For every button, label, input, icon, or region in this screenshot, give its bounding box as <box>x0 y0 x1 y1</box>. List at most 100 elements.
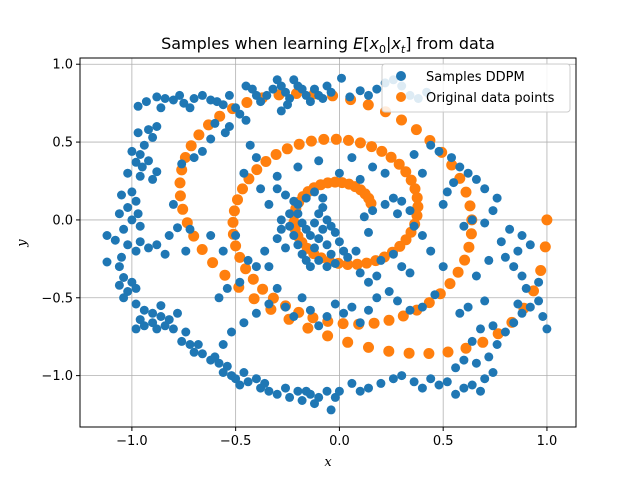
sample-point <box>538 312 548 321</box>
sample-point <box>364 277 373 287</box>
sample-point <box>355 174 365 184</box>
sample-point <box>168 199 178 209</box>
sample-point <box>135 171 145 181</box>
sample-point <box>262 90 272 100</box>
sample-point <box>260 378 270 388</box>
sample-point <box>525 302 535 312</box>
sample-point <box>133 101 143 111</box>
data-point <box>193 129 205 141</box>
sample-point <box>542 324 552 334</box>
sample-point <box>235 380 245 390</box>
data-point <box>459 254 471 266</box>
data-point <box>228 205 240 217</box>
sample-point <box>218 246 228 256</box>
sample-point <box>480 296 490 306</box>
sample-point <box>114 280 124 290</box>
data-point <box>405 174 417 186</box>
sample-point <box>173 308 182 318</box>
sample-point <box>476 386 485 396</box>
sample-point <box>281 302 290 312</box>
legend-box <box>381 63 571 113</box>
sample-point <box>251 374 261 384</box>
sample-point <box>417 383 427 393</box>
data-point <box>234 251 246 263</box>
data-point <box>492 328 504 340</box>
data-point <box>247 273 259 285</box>
sample-point <box>197 349 207 359</box>
y-tick-label: −1.0 <box>41 369 73 384</box>
sample-point <box>114 209 124 219</box>
sample-point <box>181 246 191 256</box>
x-tick-label: −0.5 <box>220 434 252 449</box>
data-point <box>260 156 272 167</box>
sample-point <box>175 90 185 100</box>
sample-point <box>272 283 282 293</box>
sample-point <box>206 134 216 144</box>
sample-point <box>264 199 274 209</box>
sample-point <box>297 396 307 405</box>
data-point <box>385 151 397 163</box>
sample-point <box>517 231 527 240</box>
sample-point <box>264 386 274 396</box>
sample-point <box>364 90 373 100</box>
sample-point <box>505 224 515 234</box>
series-samples-ddpm <box>102 73 552 415</box>
sample-point <box>168 324 178 334</box>
sample-point <box>152 240 162 250</box>
sample-point <box>405 206 415 216</box>
sample-point <box>114 262 124 272</box>
sample-point <box>534 277 544 287</box>
sample-point <box>297 293 307 303</box>
sample-point <box>372 271 382 281</box>
sample-point <box>224 90 234 100</box>
sample-point <box>152 122 162 131</box>
sample-point <box>281 243 290 253</box>
data-point <box>248 293 260 305</box>
data-point <box>270 149 282 160</box>
sample-point <box>189 153 199 163</box>
sample-point <box>197 146 207 156</box>
sample-point <box>343 252 353 262</box>
sample-point <box>459 355 469 365</box>
data-point <box>397 310 409 322</box>
data-point <box>423 297 435 309</box>
data-point <box>409 183 421 195</box>
data-point <box>541 214 553 226</box>
sample-point <box>168 95 178 105</box>
sample-point <box>293 162 303 172</box>
sample-point <box>318 224 328 234</box>
sample-point <box>393 296 402 306</box>
data-point <box>302 322 314 334</box>
sample-point <box>330 259 340 268</box>
sample-point <box>222 283 232 293</box>
sample-point <box>471 358 481 368</box>
sample-point <box>364 227 373 237</box>
sample-point <box>345 92 355 102</box>
sample-point <box>152 324 162 334</box>
sample-point <box>430 290 440 300</box>
sample-point <box>210 118 220 128</box>
sample-point <box>355 268 365 278</box>
sample-point <box>484 352 494 362</box>
x-tick-label: 1.0 <box>537 434 558 449</box>
data-point <box>322 330 334 342</box>
sample-point <box>368 162 378 172</box>
sample-point <box>131 299 141 309</box>
sample-point <box>492 340 502 349</box>
sample-point <box>372 293 382 303</box>
data-point <box>307 312 319 324</box>
sample-point <box>364 305 373 315</box>
data-point <box>444 278 456 290</box>
sample-point <box>480 184 490 194</box>
sample-point <box>500 327 510 337</box>
data-point <box>528 285 539 297</box>
sample-point <box>314 255 324 265</box>
sample-point <box>272 171 282 181</box>
sample-point <box>148 174 158 184</box>
sample-point <box>372 84 382 94</box>
data-point <box>207 257 219 269</box>
sample-point <box>442 187 452 197</box>
sample-point <box>355 318 365 328</box>
sample-point <box>301 193 311 203</box>
